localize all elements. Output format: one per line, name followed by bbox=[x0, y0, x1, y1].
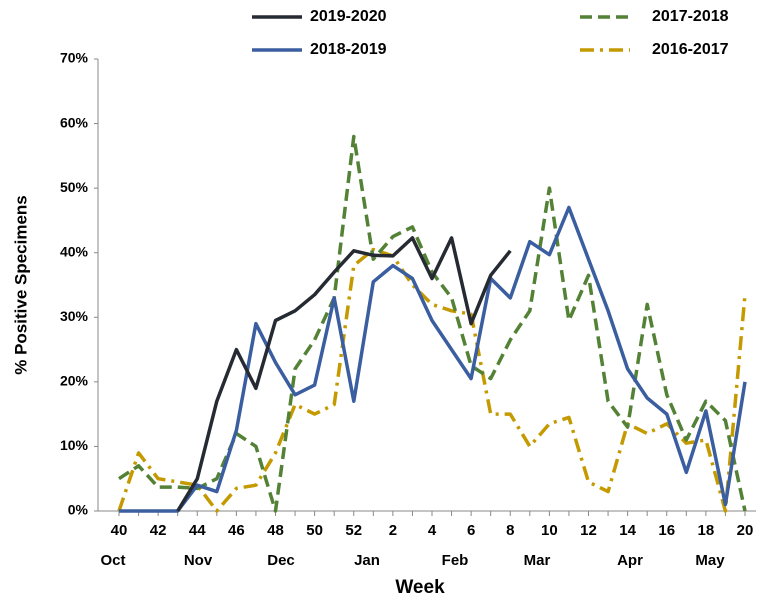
y-axis-title: % Positive Specimens bbox=[11, 195, 30, 375]
x-tick-label: 50 bbox=[306, 522, 323, 539]
legend-label: 2018-2019 bbox=[310, 41, 387, 58]
series-line bbox=[117, 247, 747, 513]
month-label: Oct bbox=[100, 552, 125, 569]
month-label: Jan bbox=[354, 552, 380, 569]
series-line bbox=[118, 134, 747, 513]
x-tick-label: 40 bbox=[111, 522, 128, 539]
x-tick-label: 42 bbox=[150, 522, 167, 539]
month-label: May bbox=[695, 552, 725, 569]
x-axis-title: Week bbox=[395, 577, 445, 598]
x-tick-label: 4 bbox=[428, 522, 437, 539]
legend-label: 2017-2018 bbox=[652, 8, 729, 25]
x-tick-label: 16 bbox=[658, 522, 675, 539]
month-label: Nov bbox=[184, 552, 213, 569]
x-tick-label: 20 bbox=[737, 522, 754, 539]
x-tick-label: 48 bbox=[267, 522, 284, 539]
y-tick-label: 50% bbox=[60, 179, 89, 195]
x-tick-label: 44 bbox=[189, 522, 206, 539]
series-line bbox=[176, 236, 512, 512]
x-tick-label: 2 bbox=[389, 522, 397, 539]
x-tick-label: 14 bbox=[619, 522, 636, 539]
legend-label: 2016-2017 bbox=[652, 41, 729, 58]
x-tick-label: 46 bbox=[228, 522, 245, 539]
y-tick-label: 60% bbox=[60, 114, 89, 130]
legend-label: 2019-2020 bbox=[310, 8, 387, 25]
x-tick-label: 8 bbox=[506, 522, 514, 539]
y-tick-label: 70% bbox=[60, 50, 89, 66]
month-label: Dec bbox=[267, 552, 295, 569]
x-tick-label: 6 bbox=[467, 522, 475, 539]
y-tick-label: 20% bbox=[60, 373, 89, 389]
y-tick-label: 0% bbox=[68, 502, 89, 518]
x-tick-label: 10 bbox=[541, 522, 558, 539]
x-tick-label: 52 bbox=[345, 522, 362, 539]
x-tick-label: 18 bbox=[698, 522, 715, 539]
month-label: Mar bbox=[524, 552, 551, 569]
y-tick-label: 10% bbox=[60, 437, 89, 453]
month-label: Feb bbox=[442, 552, 469, 569]
y-tick-label: 30% bbox=[60, 308, 89, 324]
x-tick-label: 12 bbox=[580, 522, 597, 539]
y-tick-label: 40% bbox=[60, 243, 89, 259]
month-label: Apr bbox=[617, 552, 643, 569]
series-line bbox=[119, 205, 747, 513]
